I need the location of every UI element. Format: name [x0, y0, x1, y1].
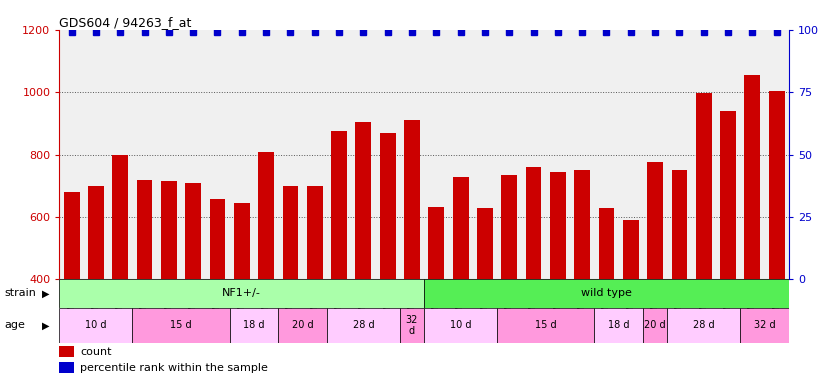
- Bar: [331, 131, 347, 375]
- Bar: [672, 170, 687, 375]
- Bar: [112, 154, 128, 375]
- Bar: [740, 308, 789, 343]
- Text: NF1+/-: NF1+/-: [222, 288, 261, 298]
- Bar: [380, 133, 396, 375]
- Text: 10 d: 10 d: [450, 320, 472, 330]
- Text: 20 d: 20 d: [292, 320, 313, 330]
- Bar: [259, 152, 274, 375]
- Text: count: count: [80, 347, 112, 357]
- Bar: [429, 207, 444, 375]
- Text: ▶: ▶: [42, 320, 50, 330]
- Bar: [59, 279, 425, 308]
- Text: percentile rank within the sample: percentile rank within the sample: [80, 363, 268, 373]
- Bar: [210, 199, 225, 375]
- Bar: [327, 308, 400, 343]
- Bar: [306, 186, 323, 375]
- Bar: [132, 308, 230, 343]
- Bar: [161, 181, 177, 375]
- Text: age: age: [4, 320, 25, 330]
- Bar: [497, 308, 595, 343]
- Bar: [623, 219, 638, 375]
- Bar: [695, 93, 712, 375]
- Bar: [643, 308, 667, 343]
- Text: ▶: ▶: [42, 288, 50, 298]
- Bar: [59, 346, 74, 357]
- Bar: [667, 308, 740, 343]
- Text: 28 d: 28 d: [353, 320, 374, 330]
- Bar: [278, 308, 327, 343]
- Bar: [720, 111, 736, 375]
- Bar: [648, 162, 663, 375]
- Bar: [136, 180, 153, 375]
- Text: 32 d: 32 d: [753, 320, 776, 330]
- Text: 20 d: 20 d: [644, 320, 666, 330]
- Bar: [501, 175, 517, 375]
- Bar: [59, 362, 74, 374]
- Bar: [64, 192, 79, 375]
- Bar: [185, 183, 201, 375]
- Bar: [59, 308, 132, 343]
- Bar: [88, 186, 104, 375]
- Bar: [599, 208, 615, 375]
- Text: wild type: wild type: [581, 288, 632, 298]
- Text: 10 d: 10 d: [85, 320, 107, 330]
- Bar: [234, 203, 249, 375]
- Text: strain: strain: [4, 288, 36, 298]
- Bar: [744, 75, 760, 375]
- Text: GDS604 / 94263_f_at: GDS604 / 94263_f_at: [59, 16, 192, 29]
- Bar: [400, 308, 425, 343]
- Bar: [425, 308, 497, 343]
- Bar: [355, 122, 371, 375]
- Bar: [525, 167, 542, 375]
- Text: 15 d: 15 d: [535, 320, 557, 330]
- Bar: [230, 308, 278, 343]
- Bar: [769, 91, 785, 375]
- Bar: [282, 186, 298, 375]
- Text: 15 d: 15 d: [170, 320, 192, 330]
- Bar: [477, 208, 493, 375]
- Text: 18 d: 18 d: [608, 320, 629, 330]
- Bar: [404, 120, 420, 375]
- Text: 32
d: 32 d: [406, 315, 418, 336]
- Bar: [574, 170, 590, 375]
- Bar: [59, 279, 789, 307]
- Text: 18 d: 18 d: [243, 320, 264, 330]
- Bar: [550, 172, 566, 375]
- Bar: [453, 177, 468, 375]
- Bar: [595, 308, 643, 343]
- Text: 28 d: 28 d: [693, 320, 714, 330]
- Bar: [425, 279, 789, 308]
